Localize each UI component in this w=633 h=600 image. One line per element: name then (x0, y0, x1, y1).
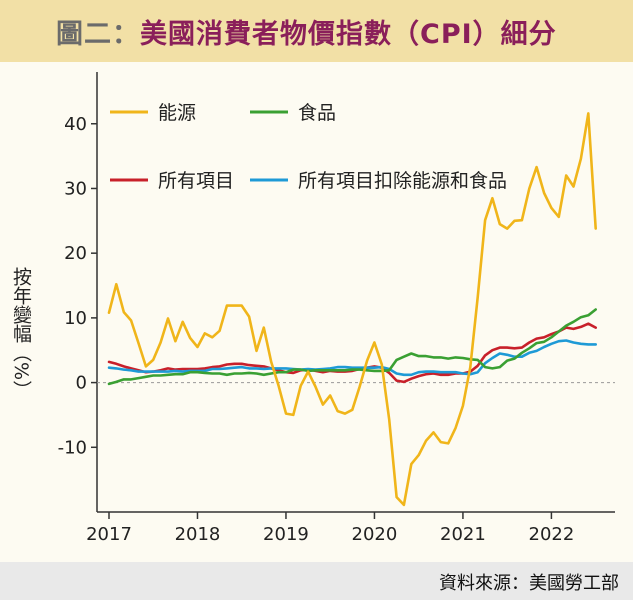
cpi-line-chart: -10 0 10 20 30 40 2017 2018 2019 2020 2021 2022 能源 食品… (58, 72, 615, 545)
y-tick-label: 40 (64, 114, 87, 135)
y-tick-label: 10 (64, 308, 87, 329)
x-tick-label: 2022 (529, 524, 575, 545)
y-tick-label: -10 (58, 437, 87, 458)
title-prefix: 圖二： (56, 18, 140, 50)
y-tick-label: 30 (64, 178, 87, 199)
source-note: 資料來源：美國勞工部 (439, 573, 619, 594)
legend-label: 食品 (298, 102, 336, 124)
x-tick-label: 2021 (440, 524, 486, 545)
plot-area: 按年變幅（%） -10 0 10 20 30 40 2017 2018 2019 2020 2021… (0, 62, 633, 562)
x-tick-label: 2020 (352, 524, 398, 545)
legend-label: 能源 (158, 102, 196, 124)
title-bar: 圖二： 美國消費者物價指數（CPI）細分 (0, 0, 633, 62)
legend-label: 所有項目 (158, 170, 234, 192)
x-tick-label: 2019 (263, 524, 309, 545)
legend-label: 所有項目扣除能源和食品 (298, 170, 507, 192)
series-line-0 (107, 112, 598, 507)
series-line-3 (107, 339, 598, 377)
series-line-1 (107, 308, 598, 386)
source-bar: 資料來源：美國勞工部 (0, 562, 633, 600)
x-tick-label: 2018 (175, 524, 221, 545)
y-tick-label: 20 (64, 243, 87, 264)
y-axis-label: 按年變幅（%） (10, 267, 32, 400)
y-tick-label: 0 (76, 373, 87, 394)
x-tick-label: 2017 (86, 524, 132, 545)
page-title: 美國消費者物價指數（CPI）細分 (140, 18, 557, 50)
